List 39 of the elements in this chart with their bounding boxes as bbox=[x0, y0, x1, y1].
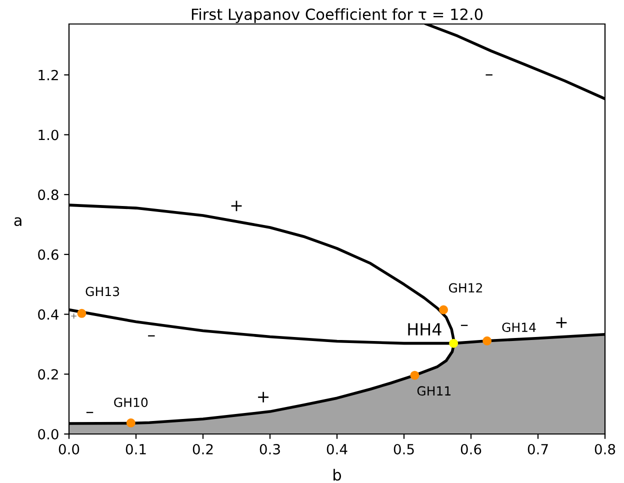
chart-title: First Lyapanov Coefficient for τ = 12.0 bbox=[192, 8, 483, 24]
annotation: – bbox=[486, 74, 492, 76]
x-tick-label: 0.1 bbox=[126, 444, 146, 454]
x-tick-label: 0.5 bbox=[394, 444, 414, 454]
x-tick-label: 0.8 bbox=[594, 444, 616, 454]
x-tick-label: 0.6 bbox=[460, 444, 482, 454]
x-axis-title: b bbox=[334, 468, 342, 481]
x-tick-label: 0.7 bbox=[528, 444, 548, 454]
y-tick-label: 0.4 bbox=[38, 309, 58, 320]
y-tick-label: 0.8 bbox=[38, 190, 58, 200]
y-tick-label: 1.0 bbox=[38, 130, 58, 140]
annotation: GH14 bbox=[502, 322, 536, 332]
annotation: – bbox=[460, 324, 468, 326]
x-tick-label: 0.0 bbox=[58, 444, 80, 454]
annotation: + bbox=[71, 313, 76, 319]
annotation: + bbox=[231, 200, 242, 212]
x-tick-label: 0.3 bbox=[260, 444, 280, 454]
y-axis-title: a bbox=[14, 217, 22, 226]
point bbox=[126, 418, 136, 428]
x-tick-label: 0.4 bbox=[326, 444, 348, 454]
annotation: GH12 bbox=[448, 283, 482, 293]
annotation: + bbox=[556, 317, 567, 328]
y-tick-label: 1.2 bbox=[38, 70, 58, 80]
point bbox=[439, 305, 448, 314]
x-tick-label: 0.2 bbox=[192, 444, 213, 454]
annotation: HH4 bbox=[408, 323, 442, 336]
y-tick-label: 0.2 bbox=[38, 369, 58, 380]
point bbox=[77, 308, 86, 318]
annotation: – bbox=[148, 335, 155, 336]
point bbox=[449, 338, 458, 348]
annotation: GH13 bbox=[86, 286, 120, 296]
annotation: – bbox=[86, 412, 94, 414]
point bbox=[410, 370, 420, 380]
y-tick-label: 0.0 bbox=[38, 428, 58, 440]
annotation: GH11 bbox=[417, 386, 451, 396]
y-tick-label: 0.6 bbox=[38, 249, 58, 260]
annotation: + bbox=[258, 392, 269, 402]
annotation: GH10 bbox=[114, 398, 148, 408]
point bbox=[482, 336, 492, 346]
